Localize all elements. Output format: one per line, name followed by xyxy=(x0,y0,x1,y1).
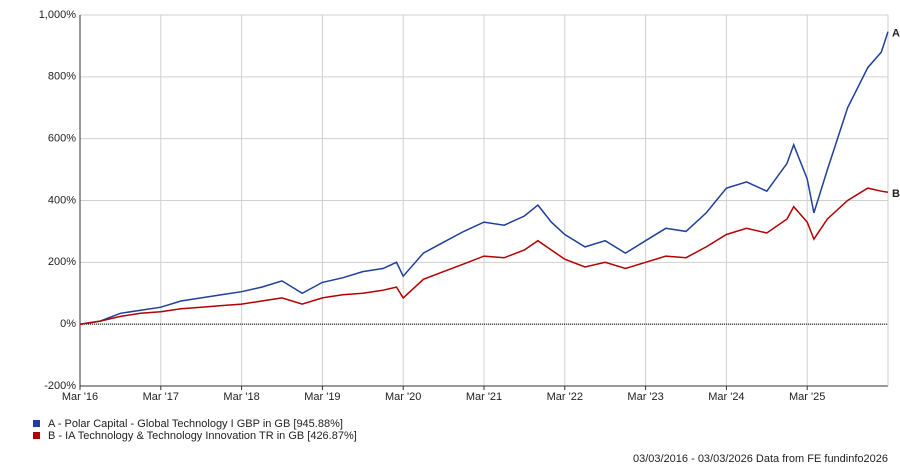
footer: 03/03/2016 - 03/03/2026 Data from FE fun… xyxy=(633,453,888,465)
end-label: A xyxy=(892,28,900,40)
x-tick-label: Mar '20 xyxy=(385,391,421,403)
x-tick-label: Mar '21 xyxy=(466,391,502,403)
y-tick-label: -200% xyxy=(44,380,76,392)
end-label: B xyxy=(892,188,900,200)
x-tick-label: Mar '23 xyxy=(627,391,663,403)
x-tick-label: Mar '17 xyxy=(143,391,179,403)
y-tick-label: 200% xyxy=(48,256,76,268)
x-tick-label: Mar '18 xyxy=(223,391,259,403)
x-tick-label: Mar '25 xyxy=(789,391,825,403)
x-tick-label: Mar '22 xyxy=(547,391,583,403)
y-tick-label: 600% xyxy=(48,133,76,145)
y-tick-label: 800% xyxy=(48,71,76,83)
legend-label: B - IA Technology & Technology Innovatio… xyxy=(48,430,357,442)
legend-swatch xyxy=(33,420,40,427)
y-tick-label: 1,000% xyxy=(39,9,77,21)
y-tick-label: 0% xyxy=(60,318,76,330)
series-line xyxy=(79,187,889,325)
legend-swatch xyxy=(33,432,40,439)
series-line xyxy=(79,31,889,325)
x-tick-label: Mar '19 xyxy=(304,391,340,403)
y-tick-label: 400% xyxy=(48,194,76,206)
x-tick-label: Mar '24 xyxy=(708,391,744,403)
legend-label: A - Polar Capital - Global Technology I … xyxy=(48,418,343,430)
x-tick-label: Mar '16 xyxy=(62,391,98,403)
